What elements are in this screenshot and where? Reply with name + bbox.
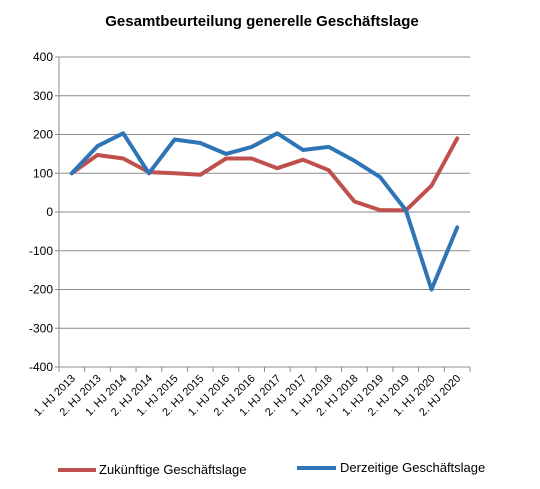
series-lines xyxy=(69,131,460,292)
series-line-derzeitige xyxy=(69,131,460,292)
data-point xyxy=(429,184,433,188)
data-point xyxy=(250,157,254,161)
chart-title: Gesamtbeurteilung generelle Geschäftslag… xyxy=(105,13,418,30)
data-point xyxy=(250,145,254,149)
data-point xyxy=(455,226,459,229)
data-point xyxy=(96,144,100,148)
data-point xyxy=(301,158,305,162)
data-point xyxy=(224,157,228,161)
y-tick-label: 200 xyxy=(33,128,53,142)
data-point xyxy=(429,288,433,291)
data-point xyxy=(224,152,228,156)
data-point xyxy=(173,171,177,175)
data-point xyxy=(275,131,279,135)
legend: Zukünftige Geschäftslage Derzeitige Gesc… xyxy=(58,460,485,477)
series-line-zukuenftige xyxy=(69,136,460,213)
data-point xyxy=(275,166,279,170)
data-point xyxy=(121,131,125,135)
y-tick-label: 400 xyxy=(33,50,53,64)
axes xyxy=(55,56,471,372)
data-point xyxy=(198,173,202,177)
data-point xyxy=(70,171,74,175)
legend-label-derzeitige: Derzeitige Geschäftslage xyxy=(340,460,485,475)
data-point xyxy=(121,157,125,161)
data-point xyxy=(173,138,177,142)
legend-label-zukuenftige: Zukünftige Geschäftslage xyxy=(99,462,246,477)
data-point xyxy=(96,153,100,157)
data-point xyxy=(147,171,151,175)
data-point xyxy=(327,168,331,172)
data-point xyxy=(378,175,382,179)
y-tick-label: 100 xyxy=(33,166,53,180)
data-point xyxy=(352,159,356,163)
y-axis-ticks: 400 300 200 100 0 -100 -200 -300 -400 xyxy=(29,50,53,374)
y-tick-label: -400 xyxy=(29,360,53,374)
data-point xyxy=(301,148,305,152)
data-point xyxy=(198,141,202,145)
data-point xyxy=(327,145,331,149)
data-point xyxy=(378,208,382,212)
data-point xyxy=(455,136,459,140)
data-point xyxy=(352,200,356,204)
y-tick-label: -300 xyxy=(29,321,53,335)
y-tick-label: 0 xyxy=(46,205,53,219)
y-tick-label: 300 xyxy=(33,89,53,103)
y-tick-label: -100 xyxy=(29,244,53,258)
data-point xyxy=(404,208,408,212)
y-tick-label: -200 xyxy=(29,283,53,297)
